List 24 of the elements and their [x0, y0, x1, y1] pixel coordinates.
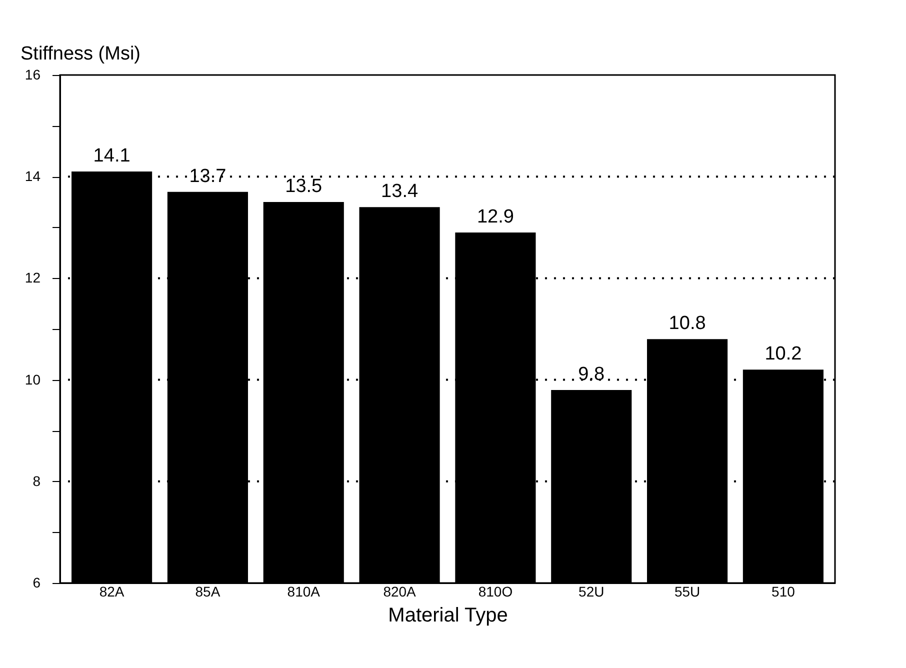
y-tick-label: 16: [24, 66, 41, 82]
x-tick-label: 85A: [195, 584, 221, 600]
data-label: 13.4: [381, 181, 418, 202]
data-label: 10.8: [668, 313, 706, 334]
data-label: 13.7: [189, 166, 226, 187]
y-tick-label: 10: [24, 371, 41, 388]
x-axis-title: Material Type: [388, 604, 508, 626]
x-tick-label: 82A: [99, 584, 125, 600]
x-tick-label: 510: [772, 584, 796, 600]
x-tick-label: 820A: [383, 584, 417, 600]
x-tick-label: 810O: [478, 584, 513, 600]
y-tick-label: 6: [32, 574, 41, 590]
data-label: 13.5: [285, 176, 322, 197]
x-tick-label: 55U: [674, 584, 700, 600]
y-tick-label: 8: [32, 472, 41, 489]
y-tick-label: 12: [24, 270, 41, 286]
data-label: 9.8: [578, 364, 605, 385]
x-tick-label: 810A: [287, 584, 321, 600]
y-tick-label: 14: [24, 168, 41, 184]
x-tick-label: 52U: [578, 584, 604, 600]
y-axis-title: Stiffness (Msi): [20, 44, 141, 64]
data-label: 14.1: [93, 146, 130, 167]
data-label: 12.9: [476, 206, 514, 228]
data-label: 10.2: [764, 344, 802, 365]
